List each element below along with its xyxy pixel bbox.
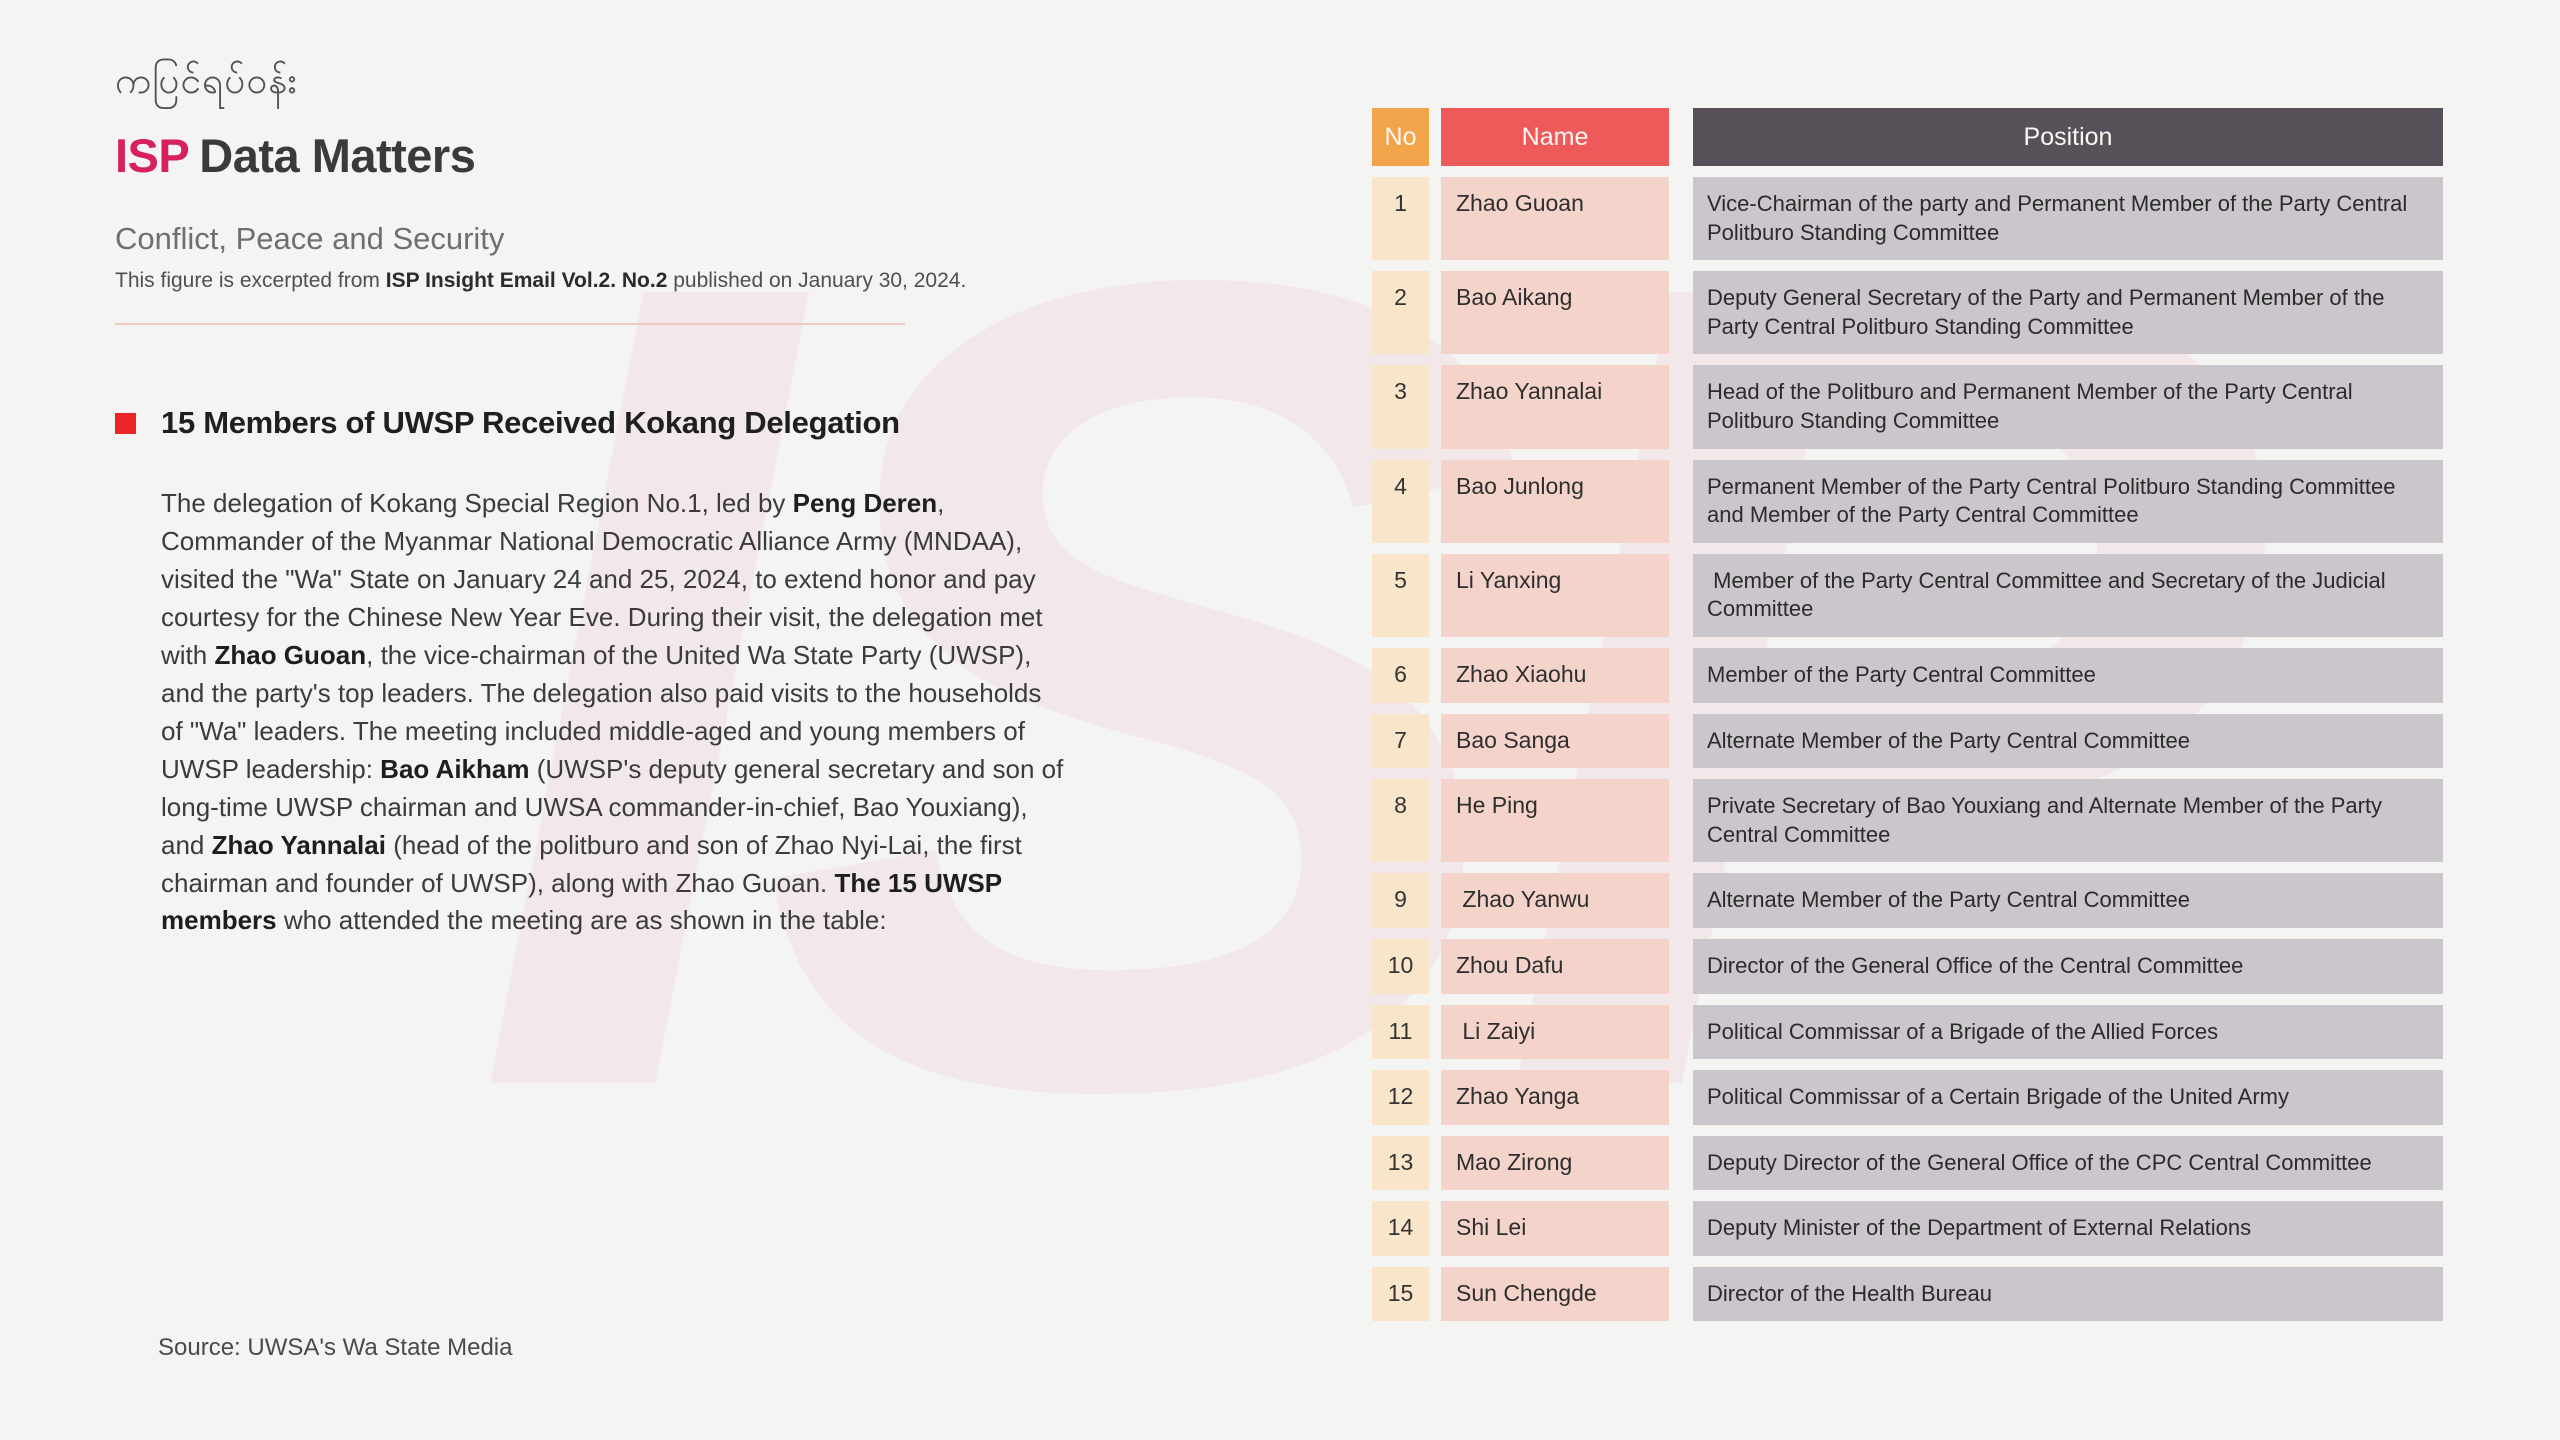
table-row: 6 Zhao Xiaohu Member of the Party Centra… <box>1372 647 2443 703</box>
paragraph-segment: , Commander of the Myanmar National Demo… <box>161 488 1043 670</box>
row-name-cell: Zhao Yanwu <box>1441 873 1669 928</box>
table-row: 4 Bao Junlong Permanent Member of the Pa… <box>1372 459 2443 543</box>
row-no-cell: 3 <box>1372 365 1429 449</box>
row-position-cell: Deputy Director of the General Office of… <box>1693 1135 2443 1191</box>
row-name-cell: Zhou Dafu <box>1441 938 1669 994</box>
row-name-cell: Zhao Xiaohu <box>1441 647 1669 703</box>
row-position-cell: Permanent Member of the Party Central Po… <box>1693 459 2443 543</box>
row-name-cell: Bao Aikang <box>1441 271 1669 355</box>
row-no-cell: 15 <box>1372 1266 1429 1322</box>
table-row: 3 Zhao Yannalai Head of the Politburo an… <box>1372 365 2443 449</box>
column-header-name: Name <box>1441 108 1669 166</box>
row-name-cell: Zhao Guoan <box>1441 177 1669 261</box>
row-name-cell: Bao Junlong <box>1441 459 1669 543</box>
burmese-title: ကပြင်ရပ်ဝန်း <box>115 60 298 101</box>
table-row: 1 Zhao Guoan Vice-Chairman of the party … <box>1372 177 2443 261</box>
paragraph-segment: who attended the meeting are as shown in… <box>276 905 887 936</box>
table-row: 12 Zhao Yanga Political Commissar of a C… <box>1372 1070 2443 1125</box>
name-zhao-guoan: Zhao Guoan <box>214 639 367 670</box>
logo-isp-text: ISP <box>115 129 190 182</box>
table-row: 5 Li Yanxing Member of the Party Central… <box>1372 553 2443 637</box>
uwsp-members-table: No Name Position 1 Zhao Guoan Vice-Chair… <box>1372 108 2443 1322</box>
row-position-cell: Alternate Member of the Party Central Co… <box>1693 713 2443 769</box>
table-row: 8 He Ping Private Secretary of Bao Youxi… <box>1372 779 2443 863</box>
row-no-cell: 12 <box>1372 1070 1429 1125</box>
row-name-cell: Sun Chengde <box>1441 1266 1669 1322</box>
excerpt-prefix: This figure is excerpted from <box>115 269 386 292</box>
row-position-cell: Director of the Health Bureau <box>1693 1266 2443 1322</box>
row-name-cell: Bao Sanga <box>1441 713 1669 769</box>
excerpt-line: This figure is excerpted from ISP Insigh… <box>115 269 1075 293</box>
row-name-cell: He Ping <box>1441 779 1669 863</box>
header-divider <box>115 323 905 325</box>
paragraph-segment: (head of the politburo and son of Zhao N… <box>161 829 1022 898</box>
row-position-cell: Head of the Politburo and Permanent Memb… <box>1693 365 2443 449</box>
row-name-cell: Shi Lei <box>1441 1201 1669 1256</box>
row-position-cell: Deputy General Secretary of the Party an… <box>1693 271 2443 355</box>
row-name-cell: Li Zaiyi <box>1441 1004 1669 1060</box>
table-row: 2 Bao Aikang Deputy General Secretary of… <box>1372 271 2443 355</box>
excerpt-suffix: published on January 30, 2024. <box>667 269 967 292</box>
table-row: 14 Shi Lei Deputy Minister of the Depart… <box>1372 1201 2443 1256</box>
article-paragraph: The delegation of Kokang Special Region … <box>161 485 1069 940</box>
table-row: 15 Sun Chengde Director of the Health Bu… <box>1372 1266 2443 1322</box>
excerpt-citation: ISP Insight Email Vol.2. No.2 <box>385 269 668 292</box>
table-row: 7 Bao Sanga Alternate Member of the Part… <box>1372 713 2443 769</box>
table-row: 9 Zhao Yanwu Alternate Member of the Par… <box>1372 873 2443 928</box>
row-position-cell: Vice-Chairman of the party and Permanent… <box>1693 177 2443 261</box>
row-no-cell: 5 <box>1372 553 1429 637</box>
name-zhao-yannalai: Zhao Yannalai <box>211 829 386 860</box>
row-no-cell: 8 <box>1372 779 1429 863</box>
paragraph-segment: (UWSP's deputy general secretary and son… <box>161 753 1064 860</box>
row-name-cell: Zhao Yannalai <box>1441 365 1669 449</box>
phrase-15-uwsp-members: The 15 UWSP members <box>161 867 1002 936</box>
row-no-cell: 2 <box>1372 271 1429 355</box>
row-name-cell: Mao Zirong <box>1441 1135 1669 1191</box>
row-name-cell: Li Yanxing <box>1441 553 1669 637</box>
row-no-cell: 1 <box>1372 177 1429 261</box>
table-row: 13 Mao Zirong Deputy Director of the Gen… <box>1372 1135 2443 1191</box>
row-name-cell: Zhao Yanga <box>1441 1070 1669 1125</box>
row-position-cell: Deputy Minister of the Department of Ext… <box>1693 1201 2443 1256</box>
column-header-no: No <box>1372 108 1429 166</box>
row-no-cell: 10 <box>1372 938 1429 994</box>
table-row: 11 Li Zaiyi Political Commissar of a Bri… <box>1372 1004 2443 1060</box>
row-position-cell: Member of the Party Central Committee an… <box>1693 553 2443 637</box>
row-no-cell: 13 <box>1372 1135 1429 1191</box>
table-body: 1 Zhao Guoan Vice-Chairman of the party … <box>1372 177 2443 1322</box>
row-position-cell: Director of the General Office of the Ce… <box>1693 938 2443 994</box>
row-position-cell: Member of the Party Central Committee <box>1693 647 2443 703</box>
row-position-cell: Private Secretary of Bao Youxiang and Al… <box>1693 779 2443 863</box>
logo: ISP Data Matters <box>115 128 1075 183</box>
source-note: Source: UWSA's Wa State Media <box>158 1334 513 1361</box>
logo-rest-text: Data Matters <box>199 129 476 182</box>
row-position-cell: Political Commissar of a Certain Brigade… <box>1693 1070 2443 1125</box>
paragraph-segment: , the vice-chairman of the United Wa Sta… <box>161 639 1042 784</box>
row-no-cell: 14 <box>1372 1201 1429 1256</box>
article-title-row: 15 Members of UWSP Received Kokang Deleg… <box>115 405 1075 441</box>
name-peng-deren: Peng Deren <box>792 488 938 518</box>
row-no-cell: 11 <box>1372 1004 1429 1060</box>
row-no-cell: 6 <box>1372 647 1429 703</box>
row-no-cell: 4 <box>1372 459 1429 543</box>
row-position-cell: Alternate Member of the Party Central Co… <box>1693 873 2443 928</box>
name-bao-aikham: Bao Aikham <box>380 753 530 784</box>
category-subtitle: Conflict, Peace and Security <box>115 221 505 256</box>
column-header-position: Position <box>1693 108 2443 166</box>
paragraph-segment: The delegation of Kokang Special Region … <box>161 488 793 518</box>
article-title: 15 Members of UWSP Received Kokang Deleg… <box>161 405 900 440</box>
row-no-cell: 9 <box>1372 873 1429 928</box>
left-column: ကပြင်ရပ်ဝန်း ISP Data Matters Conflict, P… <box>115 58 1075 940</box>
table-row: 10 Zhou Dafu Director of the General Off… <box>1372 938 2443 994</box>
red-square-bullet-icon <box>115 412 136 434</box>
row-no-cell: 7 <box>1372 713 1429 769</box>
row-position-cell: Political Commissar of a Brigade of the … <box>1693 1004 2443 1060</box>
table-header-row: No Name Position <box>1372 108 2443 166</box>
